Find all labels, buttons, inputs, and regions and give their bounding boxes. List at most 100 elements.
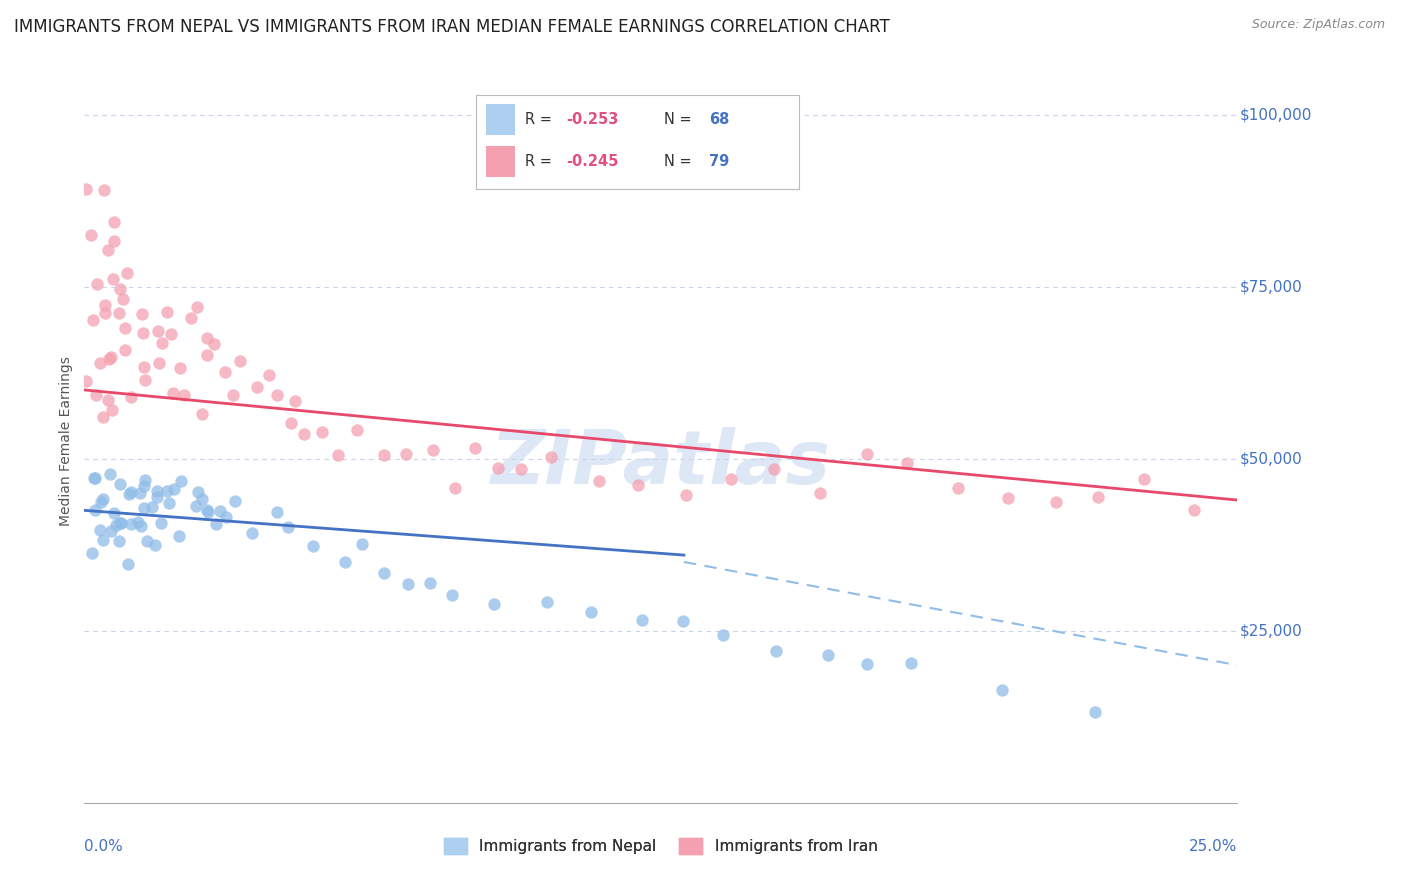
Point	[808, 486, 831, 500]
Point	[103, 506, 125, 520]
Point	[145, 538, 167, 552]
Text: $25,000: $25,000	[1240, 624, 1302, 639]
Point	[118, 486, 141, 500]
Point	[991, 683, 1014, 698]
Point	[675, 488, 697, 502]
Point	[186, 300, 208, 314]
Point	[224, 494, 246, 508]
Text: ZIPatlas: ZIPatlas	[491, 426, 831, 500]
Point	[195, 503, 218, 517]
Point	[257, 368, 280, 382]
Point	[464, 441, 486, 455]
Point	[148, 356, 170, 370]
Point	[229, 354, 252, 368]
Point	[167, 528, 190, 542]
Point	[156, 484, 179, 499]
Point	[588, 474, 610, 488]
Point	[202, 337, 225, 351]
Point	[103, 215, 125, 229]
Point	[129, 486, 152, 500]
Point	[110, 282, 132, 296]
Point	[107, 534, 129, 549]
Point	[396, 577, 419, 591]
Point	[80, 227, 103, 242]
Point	[98, 467, 121, 482]
Point	[540, 450, 562, 465]
Point	[765, 644, 787, 658]
Point	[114, 321, 136, 335]
Point	[346, 423, 368, 437]
Point	[89, 356, 111, 370]
Point	[191, 407, 214, 421]
Point	[86, 388, 108, 402]
Point	[711, 628, 734, 642]
Point	[350, 537, 373, 551]
Point	[896, 456, 918, 470]
Point	[333, 555, 356, 569]
Point	[115, 266, 138, 280]
Point	[326, 449, 349, 463]
Point	[110, 516, 132, 531]
Point	[84, 471, 107, 485]
Point	[1087, 491, 1109, 505]
Point	[159, 326, 181, 341]
Y-axis label: Median Female Earnings: Median Female Earnings	[59, 357, 73, 526]
Point	[131, 307, 153, 321]
Point	[763, 462, 786, 476]
Point	[110, 516, 132, 531]
Point	[121, 516, 143, 531]
Point	[240, 526, 263, 541]
Point	[855, 446, 877, 460]
Point	[1182, 503, 1205, 517]
Point	[184, 499, 207, 513]
Point	[145, 484, 167, 499]
Point	[146, 491, 169, 505]
Point	[100, 351, 122, 365]
Legend: Immigrants from Nepal, Immigrants from Iran: Immigrants from Nepal, Immigrants from I…	[439, 832, 883, 860]
Point	[169, 361, 191, 376]
Text: Source: ZipAtlas.com: Source: ZipAtlas.com	[1251, 18, 1385, 31]
Point	[91, 533, 114, 547]
Point	[80, 547, 103, 561]
Point	[97, 243, 120, 257]
Point	[110, 477, 132, 491]
Point	[94, 306, 117, 320]
Point	[75, 374, 97, 388]
Point	[132, 326, 155, 340]
Point	[98, 351, 121, 366]
Point	[626, 478, 648, 492]
Point	[129, 518, 152, 533]
Point	[94, 298, 117, 312]
Point	[127, 515, 149, 529]
Point	[190, 491, 212, 506]
Point	[631, 613, 654, 627]
Point	[246, 380, 269, 394]
Point	[222, 388, 245, 402]
Point	[134, 473, 156, 487]
Text: $75,000: $75,000	[1240, 279, 1302, 294]
Point	[509, 462, 531, 476]
Point	[486, 461, 509, 475]
Point	[900, 656, 922, 670]
Point	[419, 575, 441, 590]
Point	[101, 403, 124, 417]
Point	[150, 516, 173, 530]
Point	[93, 184, 115, 198]
Text: $100,000: $100,000	[1240, 107, 1312, 122]
Point	[107, 305, 129, 319]
Point	[114, 343, 136, 358]
Point	[146, 324, 169, 338]
Point	[86, 277, 108, 292]
Point	[214, 509, 236, 524]
Point	[134, 479, 156, 493]
Point	[1132, 472, 1154, 486]
Point	[441, 588, 464, 602]
Point	[100, 524, 122, 538]
Point	[180, 310, 202, 325]
Point	[163, 483, 186, 497]
Point	[156, 304, 179, 318]
Point	[817, 648, 839, 662]
Point	[536, 595, 558, 609]
Point	[1233, 490, 1256, 504]
Point	[134, 360, 156, 375]
